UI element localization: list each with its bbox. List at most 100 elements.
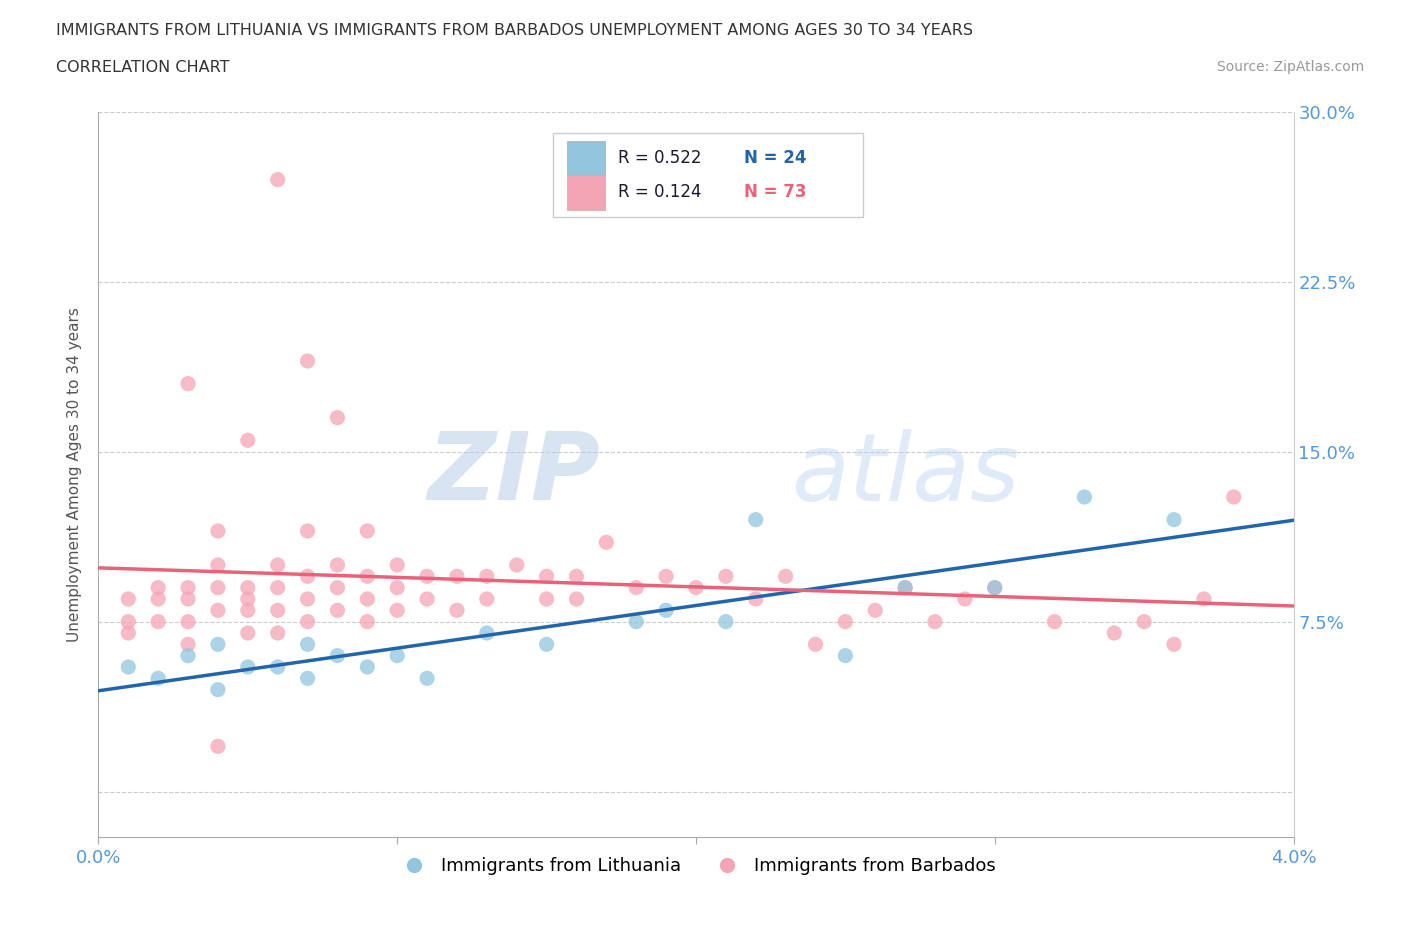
Point	[685, 580, 707, 595]
Point	[297, 353, 319, 368]
Point	[207, 558, 229, 573]
Y-axis label: Unemployment Among Ages 30 to 34 years: Unemployment Among Ages 30 to 34 years	[67, 307, 83, 642]
Point	[655, 569, 678, 584]
Point	[207, 738, 229, 753]
Point	[385, 603, 409, 618]
Point	[1163, 637, 1185, 652]
Point	[385, 558, 409, 573]
Point	[475, 591, 498, 606]
Point	[297, 569, 319, 584]
Point	[177, 591, 200, 606]
Point	[148, 591, 170, 606]
Point	[1223, 489, 1246, 504]
FancyBboxPatch shape	[553, 133, 863, 217]
Point	[297, 637, 319, 652]
Point	[565, 591, 588, 606]
Point	[148, 671, 170, 685]
Point	[267, 580, 290, 595]
Point	[207, 683, 229, 698]
Point	[416, 671, 439, 685]
Point	[416, 591, 439, 606]
Text: CORRELATION CHART: CORRELATION CHART	[56, 60, 229, 75]
Point	[207, 524, 229, 538]
Point	[326, 648, 349, 663]
Text: ZIP: ZIP	[427, 429, 600, 520]
Point	[834, 648, 856, 663]
Point	[506, 558, 529, 573]
Point	[1043, 614, 1066, 629]
Point	[655, 603, 678, 618]
Point	[177, 580, 200, 595]
Point	[475, 626, 498, 641]
Point	[536, 569, 558, 584]
Point	[1073, 489, 1095, 504]
Point	[267, 558, 290, 573]
Point	[1133, 614, 1156, 629]
Text: Source: ZipAtlas.com: Source: ZipAtlas.com	[1216, 60, 1364, 74]
Point	[416, 569, 439, 584]
Point	[356, 569, 378, 584]
Point	[894, 580, 917, 595]
Point	[297, 591, 319, 606]
Point	[148, 580, 170, 595]
Point	[536, 591, 558, 606]
Legend: Immigrants from Lithuania, Immigrants from Barbados: Immigrants from Lithuania, Immigrants fr…	[389, 850, 1002, 883]
Text: R = 0.522: R = 0.522	[619, 149, 702, 167]
Point	[1163, 512, 1185, 527]
Point	[177, 377, 200, 392]
Bar	[567, 175, 605, 209]
Point	[236, 626, 259, 641]
Point	[148, 614, 170, 629]
Point	[745, 591, 768, 606]
Point	[356, 659, 378, 674]
Point	[714, 614, 737, 629]
Point	[326, 580, 349, 595]
Point	[297, 671, 319, 685]
Point	[236, 432, 259, 447]
Point	[236, 591, 259, 606]
Point	[536, 637, 558, 652]
Point	[475, 569, 498, 584]
Point	[714, 569, 737, 584]
Point	[626, 580, 648, 595]
Text: atlas: atlas	[792, 429, 1019, 520]
Bar	[567, 140, 605, 176]
Text: R = 0.124: R = 0.124	[619, 183, 702, 201]
Point	[326, 558, 349, 573]
Point	[297, 524, 319, 538]
Point	[236, 580, 259, 595]
Point	[267, 659, 290, 674]
Point	[446, 603, 468, 618]
Point	[626, 614, 648, 629]
Point	[356, 614, 378, 629]
Point	[177, 648, 200, 663]
Point	[177, 614, 200, 629]
Point	[1192, 591, 1215, 606]
Point	[297, 614, 319, 629]
Point	[385, 580, 409, 595]
Point	[446, 569, 468, 584]
Point	[834, 614, 856, 629]
Point	[356, 591, 378, 606]
Point	[117, 626, 139, 641]
Point	[117, 591, 139, 606]
Point	[117, 659, 139, 674]
Point	[207, 637, 229, 652]
Text: N = 73: N = 73	[744, 183, 806, 201]
Point	[1104, 626, 1126, 641]
Point	[267, 603, 290, 618]
Text: N = 24: N = 24	[744, 149, 806, 167]
Point	[117, 614, 139, 629]
Point	[326, 410, 349, 425]
Point	[894, 580, 917, 595]
Point	[804, 637, 827, 652]
Point	[267, 626, 290, 641]
Point	[775, 569, 797, 584]
Point	[356, 524, 378, 538]
Point	[595, 535, 617, 550]
Point	[236, 603, 259, 618]
Point	[207, 580, 229, 595]
Point	[865, 603, 887, 618]
Point	[207, 603, 229, 618]
Point	[953, 591, 976, 606]
